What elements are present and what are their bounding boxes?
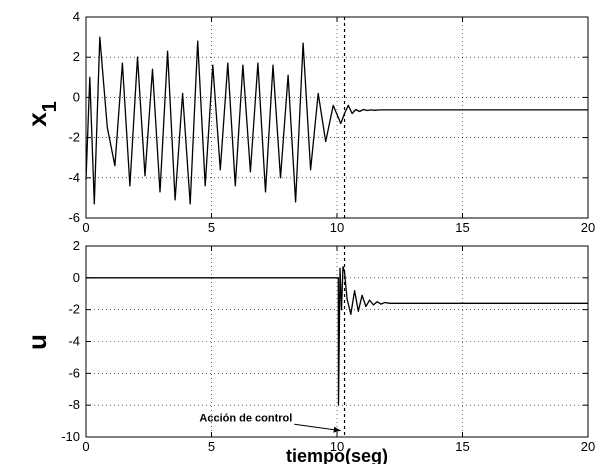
x-tick-label: 0 bbox=[82, 220, 89, 235]
y-tick-label: 4 bbox=[73, 9, 80, 24]
x-tick-label: 5 bbox=[208, 220, 215, 235]
x-tick-label: 15 bbox=[455, 220, 469, 235]
series-line bbox=[86, 266, 588, 406]
x1-ylabel: x1 bbox=[22, 101, 61, 127]
x-axis-label: tiempo(seg) bbox=[286, 446, 388, 464]
y-tick-label: 2 bbox=[73, 49, 80, 64]
axes-frame bbox=[85, 245, 589, 438]
annotation-label: Acción de control bbox=[199, 412, 292, 424]
y-tick-label: -4 bbox=[68, 170, 80, 185]
u-ylabel: u bbox=[22, 334, 52, 350]
x-tick-label: 10 bbox=[330, 439, 344, 454]
y-tick-label: -2 bbox=[68, 302, 80, 317]
x-tick-label: 20 bbox=[581, 220, 595, 235]
annotation-arrow-line bbox=[294, 423, 341, 432]
axes-frame bbox=[85, 16, 589, 219]
y-tick-label: 0 bbox=[73, 270, 80, 285]
x-tick-label: 10 bbox=[330, 220, 344, 235]
x-tick-label: 15 bbox=[455, 439, 469, 454]
x-tick-label: 0 bbox=[82, 439, 89, 454]
x-tick-label: 20 bbox=[581, 439, 595, 454]
y-tick-label: 0 bbox=[73, 89, 80, 104]
series-line bbox=[85, 36, 588, 205]
y-tick-label: -6 bbox=[68, 365, 80, 380]
y-tick-label: 2 bbox=[73, 238, 80, 253]
y-tick-label: -4 bbox=[68, 334, 80, 349]
y-tick-label: -6 bbox=[68, 210, 80, 225]
y-tick-label: -10 bbox=[61, 429, 80, 444]
u-subplot: 0 5 10 15 20 -10 -8 -6 -4 -2 0 2 Acción de control bbox=[61, 238, 595, 454]
x-tick-label: 5 bbox=[208, 439, 215, 454]
x1-subplot: 0 5 10 15 20 -6 -4 -2 0 2 4 bbox=[68, 9, 595, 235]
annotation-arrow-head bbox=[333, 426, 341, 433]
y-tick-label: -2 bbox=[68, 130, 80, 145]
y-tick-label: -8 bbox=[68, 397, 80, 412]
